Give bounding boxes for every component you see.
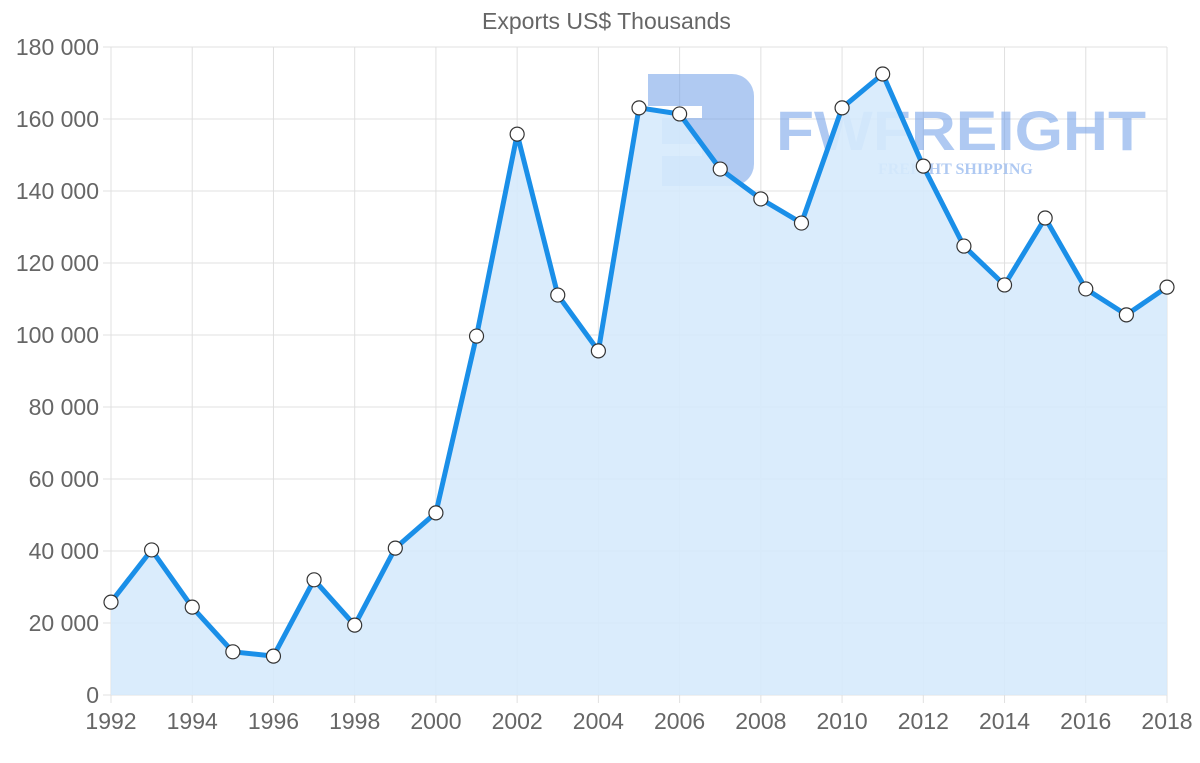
y-tick-label: 180 000 [16, 34, 99, 60]
data-point[interactable] [509, 126, 525, 142]
x-tick-label: 2012 [898, 708, 949, 734]
x-axis-ticks: 1992 1994 1996 1998 2000 2002 2004 2006 2008 2010… [85, 708, 1192, 734]
data-point[interactable] [184, 599, 200, 615]
data-point[interactable] [347, 617, 363, 633]
y-tick-label: 0 [86, 682, 99, 708]
x-tick-label: 1996 [248, 708, 299, 734]
data-point[interactable] [428, 505, 444, 521]
y-tick-label: 160 000 [16, 106, 99, 132]
data-point[interactable] [1118, 307, 1134, 323]
data-point[interactable] [1078, 281, 1094, 297]
data-point[interactable] [225, 644, 241, 660]
data-point[interactable] [712, 161, 728, 177]
x-tick-label: 2014 [979, 708, 1030, 734]
y-tick-label: 120 000 [16, 250, 99, 276]
data-point[interactable] [996, 277, 1013, 293]
data-point[interactable] [915, 158, 931, 174]
area-fill [111, 74, 1167, 695]
x-tick-label: 2000 [410, 708, 461, 734]
x-tick-label: 1994 [167, 708, 218, 734]
data-point[interactable] [265, 648, 282, 664]
data-point[interactable] [834, 100, 850, 116]
y-tick-label: 60 000 [29, 466, 99, 492]
y-tick-label: 20 000 [29, 610, 99, 636]
data-point[interactable] [631, 100, 647, 116]
y-tick-label: 100 000 [16, 322, 99, 348]
data-point[interactable] [387, 540, 403, 556]
x-tick-label: 1998 [329, 708, 380, 734]
data-point[interactable] [875, 66, 891, 82]
data-point[interactable] [306, 572, 322, 588]
x-tick-label: 2018 [1141, 708, 1192, 734]
data-point[interactable] [793, 215, 810, 231]
data-point[interactable] [753, 191, 769, 207]
x-tick-label: 2004 [573, 708, 624, 734]
data-point[interactable] [468, 328, 485, 344]
y-tick-label: 140 000 [16, 178, 99, 204]
y-tick-label: 40 000 [29, 538, 99, 564]
data-point[interactable] [1159, 279, 1175, 295]
x-tick-label: 2016 [1060, 708, 1111, 734]
x-tick-label: 1992 [85, 708, 136, 734]
y-axis-ticks: 0 20 000 40 000 60 000 80 000 100 000 120 000 1… [16, 34, 99, 708]
data-points [103, 66, 1175, 664]
data-point[interactable] [1037, 210, 1053, 226]
x-tick-label: 2010 [816, 708, 867, 734]
data-point[interactable] [103, 594, 119, 610]
data-point[interactable] [590, 343, 606, 359]
y-tick-label: 80 000 [29, 394, 99, 420]
x-tick-label: 2002 [492, 708, 543, 734]
data-point[interactable] [672, 106, 688, 122]
x-tick-label: 2006 [654, 708, 705, 734]
data-point[interactable] [550, 287, 566, 303]
x-tick-label: 2008 [735, 708, 786, 734]
data-point[interactable] [956, 238, 972, 254]
data-point[interactable] [144, 542, 160, 558]
chart-title: Exports US$ Thousands [482, 8, 731, 34]
